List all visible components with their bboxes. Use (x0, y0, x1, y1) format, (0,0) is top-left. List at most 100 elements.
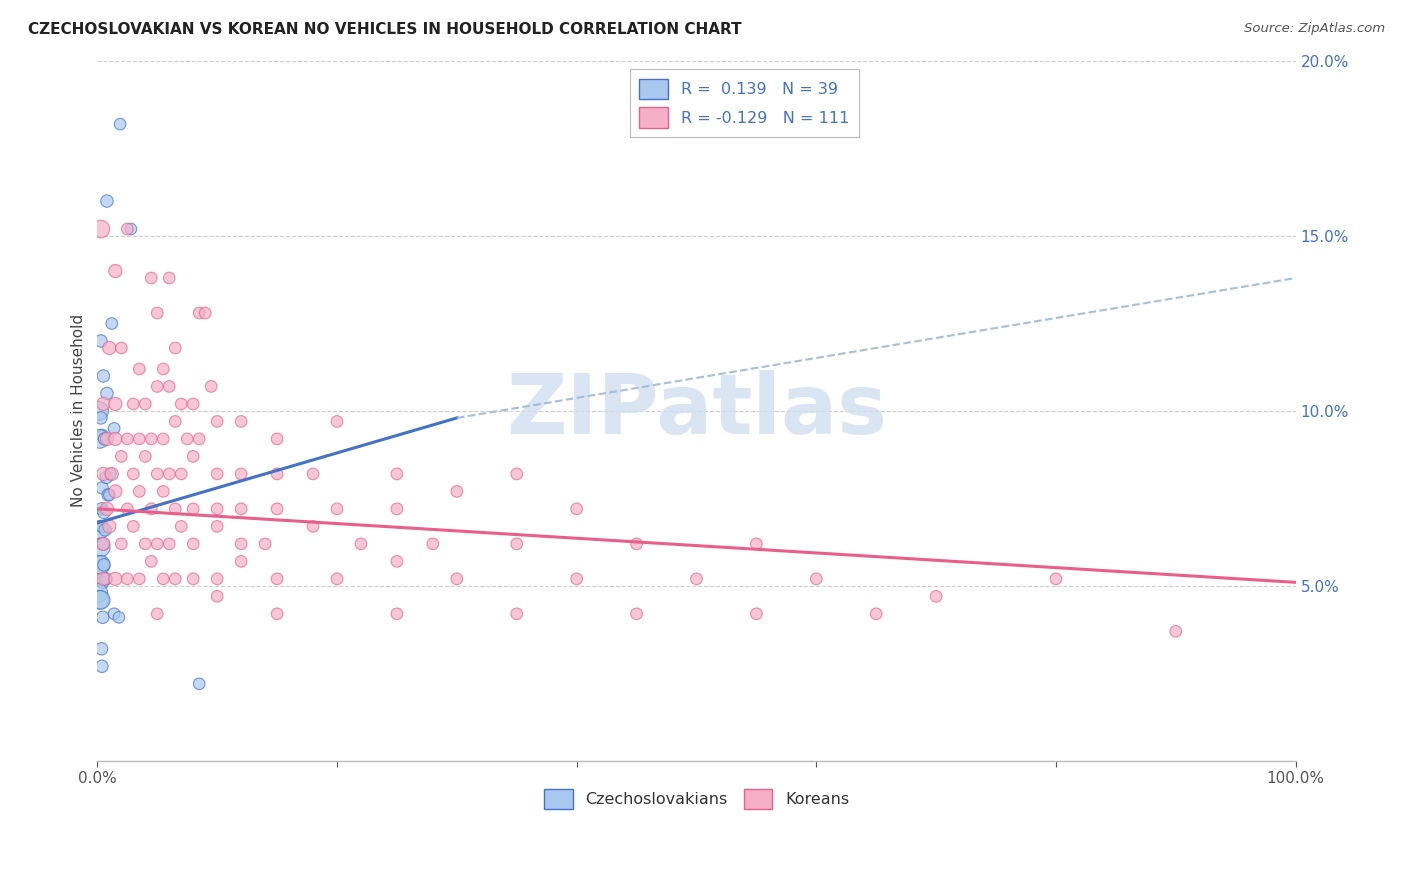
Point (176, 432, 198, 446)
Point (120, 222, 142, 236)
Point (231, 537, 253, 551)
Point (93, 572, 115, 586)
Point (128, 362, 150, 376)
Point (181, 397, 204, 411)
Point (565, 572, 588, 586)
Point (94, 572, 117, 586)
Point (89, 404, 111, 418)
Point (205, 590, 228, 604)
Text: Source: ZipAtlas.com: Source: ZipAtlas.com (1244, 22, 1385, 36)
Point (98, 519, 121, 533)
Point (90, 519, 112, 533)
Point (90, 222, 112, 236)
Point (122, 467, 145, 481)
Point (181, 572, 204, 586)
Point (200, 379, 222, 393)
Point (152, 484, 174, 499)
Point (110, 341, 132, 355)
Point (1164, 624, 1187, 639)
Point (117, 432, 139, 446)
Point (141, 501, 163, 516)
Point (146, 537, 169, 551)
Point (152, 572, 174, 586)
Point (266, 432, 288, 446)
Point (266, 467, 288, 481)
Point (90, 541, 112, 555)
Point (170, 467, 193, 481)
Point (90, 558, 112, 572)
Point (103, 421, 125, 435)
Point (89, 523, 111, 537)
Point (231, 554, 253, 568)
Point (104, 572, 127, 586)
Point (157, 537, 180, 551)
Point (350, 537, 373, 551)
Text: ZIPatlas: ZIPatlas (506, 370, 887, 451)
Point (188, 306, 211, 320)
Point (745, 537, 768, 551)
Point (205, 572, 228, 586)
Point (152, 432, 174, 446)
Point (1045, 572, 1067, 586)
Point (205, 519, 228, 533)
Point (925, 590, 948, 604)
Point (266, 501, 288, 516)
Point (134, 397, 156, 411)
Point (97, 488, 120, 502)
Point (231, 501, 253, 516)
Point (128, 484, 150, 499)
Point (89, 432, 111, 446)
Point (91, 428, 114, 442)
Point (100, 467, 122, 481)
Point (134, 537, 156, 551)
Point (110, 537, 132, 551)
Point (170, 519, 193, 533)
Point (326, 572, 349, 586)
Point (205, 501, 228, 516)
Point (165, 341, 187, 355)
Point (152, 362, 174, 376)
Point (94, 523, 117, 537)
Point (302, 519, 325, 533)
Point (165, 414, 187, 428)
Point (104, 432, 127, 446)
Point (446, 484, 468, 499)
Point (91, 537, 114, 551)
Point (146, 467, 169, 481)
Point (141, 432, 163, 446)
Point (108, 610, 131, 624)
Point (141, 271, 163, 285)
Point (90, 592, 112, 607)
Point (91, 481, 114, 495)
Point (181, 501, 204, 516)
Point (806, 572, 828, 586)
Point (90, 501, 112, 516)
Point (181, 450, 204, 464)
Point (626, 607, 648, 621)
Point (194, 306, 217, 320)
Point (170, 397, 193, 411)
Text: CZECHOSLOVAKIAN VS KOREAN NO VEHICLES IN HOUSEHOLD CORRELATION CHART: CZECHOSLOVAKIAN VS KOREAN NO VEHICLES IN… (28, 22, 742, 37)
Point (506, 607, 529, 621)
Point (96, 470, 118, 484)
Point (93, 467, 115, 481)
Point (254, 537, 277, 551)
Point (146, 306, 169, 320)
Point (103, 607, 125, 621)
Point (385, 467, 408, 481)
Point (865, 607, 887, 621)
Point (266, 572, 288, 586)
Point (98, 488, 121, 502)
Point (385, 501, 408, 516)
Point (89, 592, 111, 607)
Point (146, 607, 169, 621)
Point (100, 467, 122, 481)
Point (104, 264, 127, 278)
Point (90, 334, 112, 348)
Point (181, 537, 204, 551)
Point (90, 659, 112, 673)
Point (128, 432, 150, 446)
Point (90, 641, 112, 656)
Point (745, 607, 768, 621)
Point (117, 572, 139, 586)
